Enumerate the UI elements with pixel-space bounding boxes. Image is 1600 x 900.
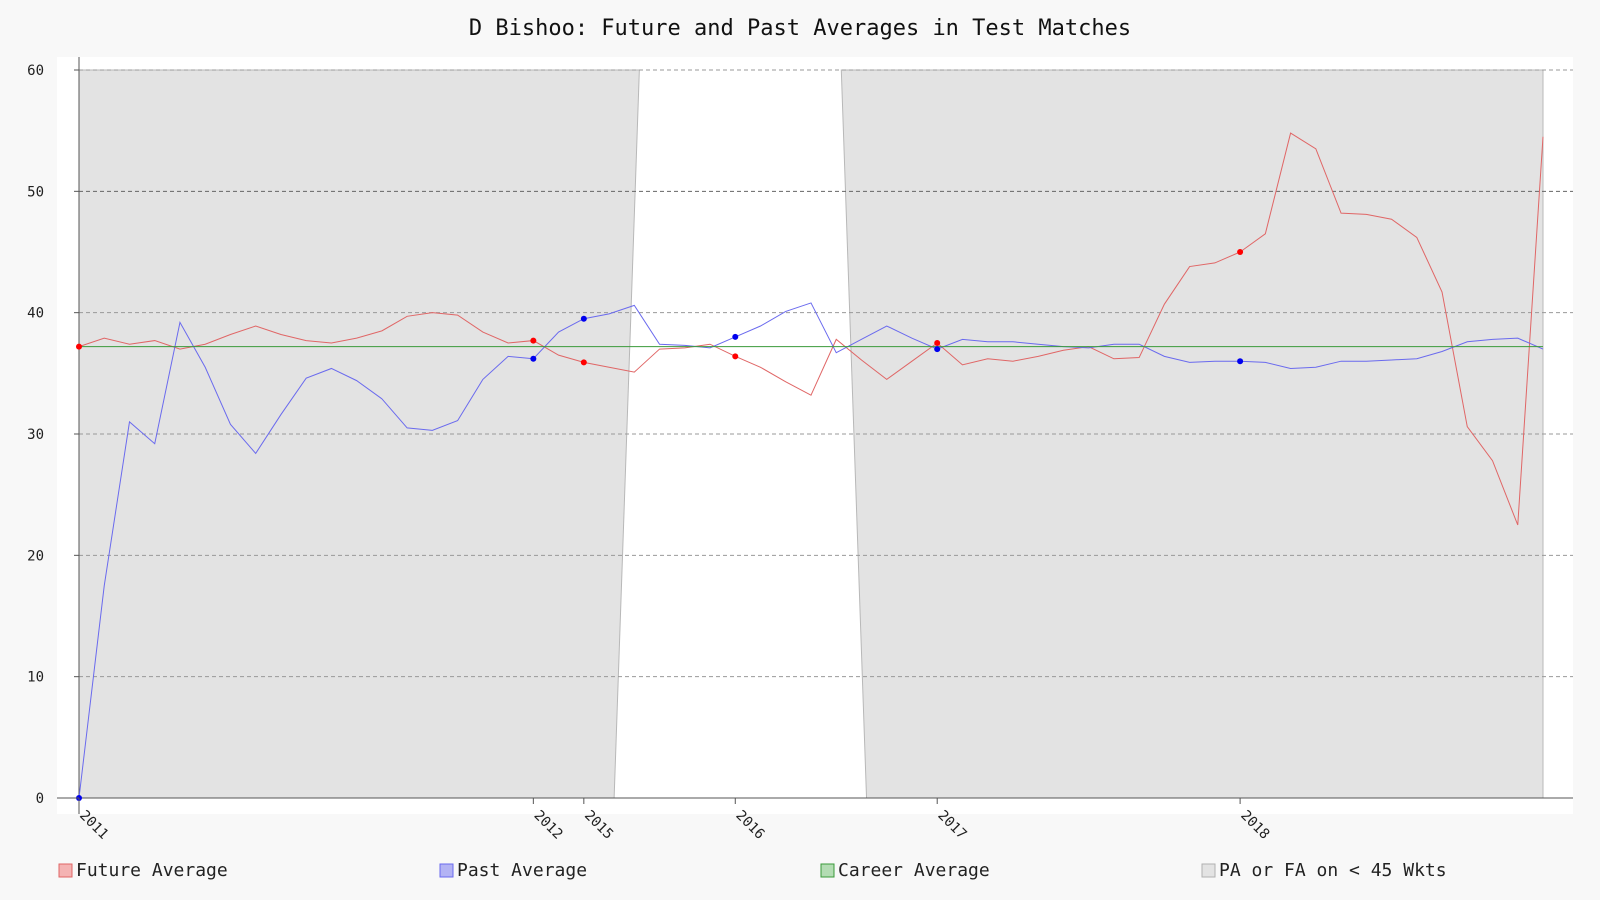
y-tick-label: 50 [27,184,44,200]
legend-label: Career Average [838,860,990,881]
legend-swatch [1201,863,1216,878]
point-future-average [76,343,82,350]
y-tick-label: 30 [27,427,44,443]
legend-swatch [439,863,454,878]
series-group [78,132,1544,799]
y-tick-label: 40 [27,306,44,322]
y-tick-label: 0 [36,791,44,807]
point-past-average [1237,358,1244,365]
legend-label: PA or FA on < 45 Wkts [1219,860,1447,881]
point-future-average [530,337,537,344]
axes [57,57,1573,814]
markers-group [76,249,1244,801]
legend-label: Future Average [76,860,228,881]
point-past-average [530,355,537,362]
point-past-average [934,346,941,353]
legend-swatch [820,863,835,878]
series-line-future-average [78,132,1544,526]
y-tick-label: 10 [27,670,44,686]
gridlines [79,69,1573,678]
legend: Future Average Past Average Career Average… [58,860,1447,881]
y-tick-labels: 0 10 20 30 40 50 60 [27,63,79,807]
point-future-average [580,359,587,366]
legend-swatch [58,863,73,878]
series-line-past-average [78,302,1544,799]
point-past-average [732,333,739,340]
point-future-average [934,340,941,346]
point-past-average [580,315,587,322]
y-tick-label: 60 [27,63,44,79]
point-future-average [1237,249,1244,255]
legend-label: Past Average [457,860,587,881]
point-future-average [732,353,739,360]
y-tick-label: 20 [27,548,44,564]
chart-title: D Bishoo: Future and Past Averages in Te… [469,16,1131,41]
